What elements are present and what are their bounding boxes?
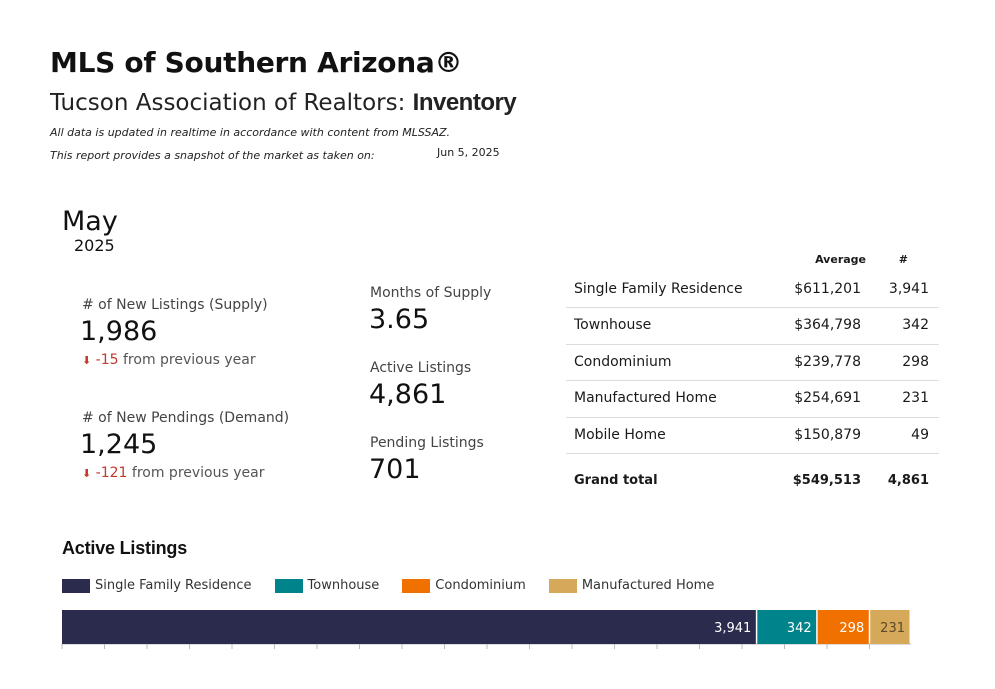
bar-segment-2 xyxy=(817,610,869,644)
new-pendings-delta-suffix: from previous year xyxy=(131,465,265,481)
table-total-row: Grand total $549,513 4,861 xyxy=(566,454,939,504)
property-type-table: Average # Single Family Residence $611,2… xyxy=(566,248,939,504)
period-year: 2025 xyxy=(74,236,115,255)
legend-label: Condominium xyxy=(435,578,526,593)
subtitle-strong: Inventory xyxy=(412,89,517,116)
pending-listings-value: 701 xyxy=(369,454,421,485)
report-title: MLS of Southern Arizona® xyxy=(50,46,463,79)
bar-label-3: 231 xyxy=(880,621,905,636)
row-count: 298 xyxy=(902,353,929,370)
row-average: $254,691 xyxy=(794,390,861,407)
table-row: Single Family Residence $611,201 3,941 xyxy=(566,272,939,309)
new-listings-delta-suffix: from previous year xyxy=(123,352,256,368)
period-month: May xyxy=(62,206,118,237)
report-subtitle: Tucson Association of Realtors: Inventor… xyxy=(50,89,517,117)
bar-label-0: 3,941 xyxy=(714,621,751,636)
subtitle-prefix: Tucson Association of Realtors: xyxy=(50,90,406,116)
new-pendings-label: # of New Pendings (Demand) xyxy=(82,410,290,426)
chart-legend: Single Family Residence Townhouse Condomin… xyxy=(62,578,737,593)
legend-label: Townhouse xyxy=(307,578,380,593)
row-average: $364,798 xyxy=(794,317,861,334)
legend-swatch xyxy=(548,578,577,593)
row-type: Single Family Residence xyxy=(574,281,743,297)
legend-item: Townhouse xyxy=(274,578,380,593)
new-listings-delta: ⬇ -15 from previous year xyxy=(82,352,256,368)
legend-label: Manufactured Home xyxy=(581,578,715,593)
row-count: 231 xyxy=(902,390,929,407)
new-pendings-delta: ⬇ -121 from previous year xyxy=(82,465,264,481)
snapshot-note: This report provides a snapshot of the m… xyxy=(50,149,375,162)
col-count-header: # xyxy=(898,253,908,266)
table-header: Average # xyxy=(566,248,939,272)
legend-label: Single Family Residence xyxy=(95,578,252,593)
row-type: Manufactured Home xyxy=(574,390,717,407)
snapshot-date: Jun 5, 2025 xyxy=(437,146,500,159)
row-type: Mobile Home xyxy=(574,426,666,443)
legend-swatch xyxy=(402,578,431,593)
row-type: Townhouse xyxy=(574,317,652,334)
row-count: 342 xyxy=(902,317,929,334)
row-average: $239,778 xyxy=(794,353,861,370)
active-listings-bar-chart: 3,941 342 298 231 xyxy=(61,610,911,649)
legend-item: Condominium xyxy=(402,578,526,593)
total-type: Grand total xyxy=(574,472,658,488)
legend-item: Single Family Residence xyxy=(62,578,252,593)
chart-title: Active Listings xyxy=(62,538,188,558)
bar-label-1: 342 xyxy=(787,621,812,636)
row-count: 49 xyxy=(911,426,929,443)
legend-item: Manufactured Home xyxy=(548,578,715,593)
update-note: All data is updated in realtime in accor… xyxy=(50,126,451,139)
new-listings-value: 1,986 xyxy=(80,316,158,347)
col-average-header: Average xyxy=(815,253,866,266)
total-count: 4,861 xyxy=(887,472,929,488)
legend-swatch xyxy=(274,578,303,593)
new-listings-delta-value: -15 xyxy=(95,352,119,368)
months-supply-label: Months of Supply xyxy=(370,285,492,301)
active-listings-value: 4,861 xyxy=(369,379,447,410)
total-average: $549,513 xyxy=(792,472,861,488)
bar-segment-0 xyxy=(62,610,756,644)
table-row: Townhouse $364,798 342 xyxy=(566,308,939,345)
bar-segment-1 xyxy=(757,610,817,644)
pending-listings-label: Pending Listings xyxy=(370,435,484,451)
bar-label-2: 298 xyxy=(839,621,864,636)
table-row: Condominium $239,778 298 xyxy=(566,345,939,382)
active-listings-label: Active Listings xyxy=(370,360,472,376)
row-average: $150,879 xyxy=(794,426,861,443)
table-row: Manufactured Home $254,691 231 xyxy=(566,381,939,418)
row-average: $611,201 xyxy=(794,281,861,297)
new-pendings-value: 1,245 xyxy=(80,429,158,460)
legend-swatch xyxy=(62,578,90,593)
bar-segment-3 xyxy=(870,610,910,644)
new-listings-label: # of New Listings (Supply) xyxy=(82,297,268,313)
months-supply-value: 3.65 xyxy=(369,304,430,335)
row-count: 3,941 xyxy=(888,281,929,297)
new-pendings-delta-value: -121 xyxy=(95,465,128,481)
down-arrow-icon: ⬇ xyxy=(82,467,92,480)
row-type: Condominium xyxy=(574,353,672,370)
down-arrow-icon: ⬇ xyxy=(82,354,92,367)
table-row: Mobile Home $150,879 49 xyxy=(566,418,939,454)
